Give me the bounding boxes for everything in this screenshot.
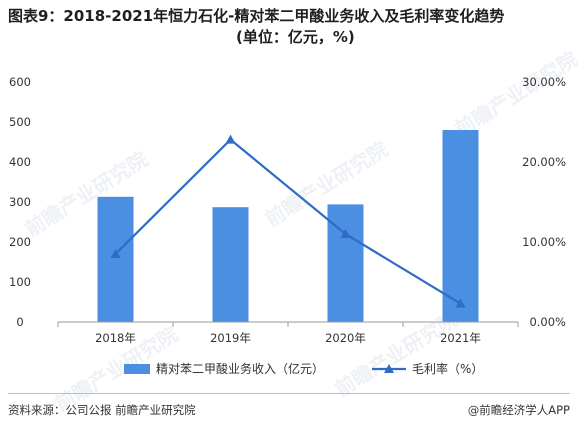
legend-swatch-marker	[384, 364, 394, 373]
x-tick-label: 2018年	[95, 331, 136, 345]
bar	[212, 207, 249, 322]
y-left-tick-label: 500	[9, 115, 31, 129]
x-tick-label: 2019年	[210, 331, 251, 345]
margin-line	[114, 138, 462, 305]
bar	[327, 204, 364, 322]
y-right-tick-label: 0.00%	[529, 315, 566, 329]
brand-note: @前瞻经济学人APP	[467, 403, 570, 417]
watermark-text: 前瞻产业研究院	[451, 47, 578, 142]
y-left-tick-label: 0	[16, 315, 23, 329]
y-right-tick-label: 30.00%	[522, 75, 566, 89]
bar	[442, 130, 479, 322]
x-tick-label: 2020年	[325, 331, 366, 345]
y-right-tick-label: 20.00%	[522, 155, 566, 169]
y-left-tick-label: 400	[9, 155, 31, 169]
y-right-tick-label: 10.00%	[522, 235, 566, 249]
footer-divider	[8, 393, 570, 394]
legend-label-line: 毛利率（%）	[412, 361, 483, 376]
title-line-2: (单位：亿元，%)	[236, 28, 355, 46]
legend-label-bar: 精对苯二甲酸业务收入（亿元）	[156, 361, 324, 376]
y-left-tick-label: 300	[9, 195, 31, 209]
chart-title: 图表9：2018-2021年恒力石化-精对苯二甲酸业务收入及毛利率变化趋势 (单…	[8, 6, 568, 48]
y-left-tick-label: 600	[9, 75, 31, 89]
line-point-marker	[110, 249, 121, 258]
x-tick-label: 2021年	[440, 331, 481, 345]
title-line-1: 图表9：2018-2021年恒力石化-精对苯二甲酸业务收入及毛利率变化趋势	[8, 7, 505, 25]
legend-swatch-bar	[124, 364, 150, 374]
source-note: 资料来源：公司公报 前瞻产业研究院	[8, 403, 196, 417]
y-left-tick-label: 200	[9, 235, 31, 249]
y-left-tick-label: 100	[9, 275, 31, 289]
line-point-marker	[225, 134, 236, 144]
line-point-marker	[340, 229, 351, 238]
bar	[97, 196, 134, 322]
line-point-marker	[455, 298, 466, 308]
